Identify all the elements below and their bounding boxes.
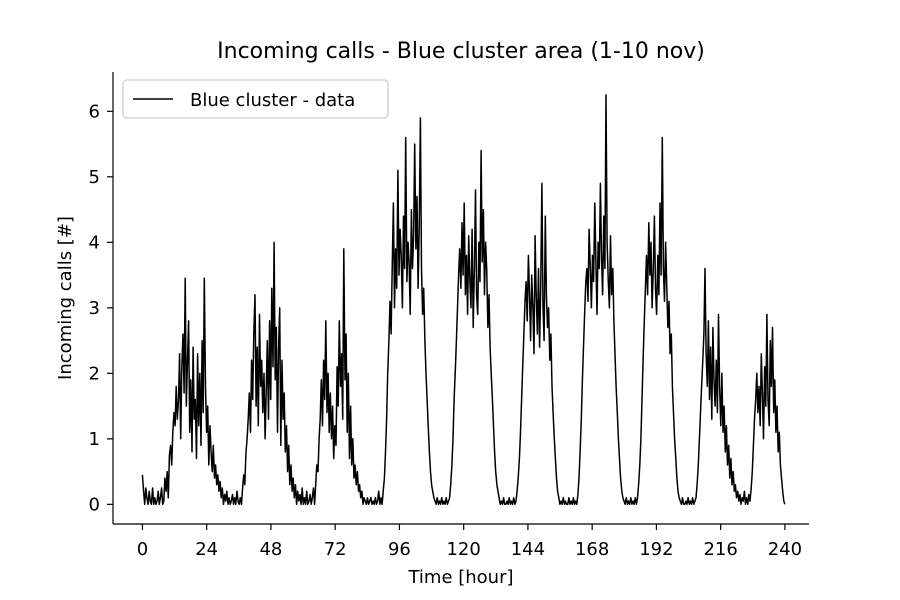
x-tick-label: 0 xyxy=(137,539,148,560)
x-ticks: 0 24 48 72 96 120 144 168 192 216 240 xyxy=(137,524,802,560)
y-tick-label: 3 xyxy=(89,298,100,319)
x-tick-label: 96 xyxy=(388,539,411,560)
x-tick-label: 72 xyxy=(324,539,347,560)
plot-area xyxy=(141,94,786,506)
legend: Blue cluster - data xyxy=(122,79,389,119)
y-tick-label: 5 xyxy=(89,167,100,188)
x-tick-label: 168 xyxy=(575,539,609,560)
legend-box xyxy=(122,79,389,119)
y-tick-label: 4 xyxy=(89,232,100,253)
x-tick-label: 216 xyxy=(703,539,737,560)
x-tick-label: 120 xyxy=(446,539,480,560)
y-tick-label: 1 xyxy=(89,429,100,450)
x-tick-label: 48 xyxy=(259,539,282,560)
x-tick-label: 24 xyxy=(195,539,218,560)
y-tick-label: 0 xyxy=(89,494,100,515)
legend-entry-label: Blue cluster - data xyxy=(190,90,355,111)
x-tick-label: 240 xyxy=(768,539,802,560)
y-tick-label: 2 xyxy=(89,363,100,384)
series-line-blue-cluster xyxy=(141,94,786,506)
y-axis-title: Incoming calls [#] xyxy=(55,216,76,380)
x-tick-label: 144 xyxy=(511,539,545,560)
chart-title: Incoming calls - Blue cluster area (1-10… xyxy=(217,39,705,64)
y-tick-label: 6 xyxy=(89,101,100,122)
y-ticks: 0 1 2 3 4 5 6 xyxy=(89,101,113,515)
x-axis-title: Time [hour] xyxy=(407,567,513,588)
x-tick-label: 192 xyxy=(639,539,673,560)
